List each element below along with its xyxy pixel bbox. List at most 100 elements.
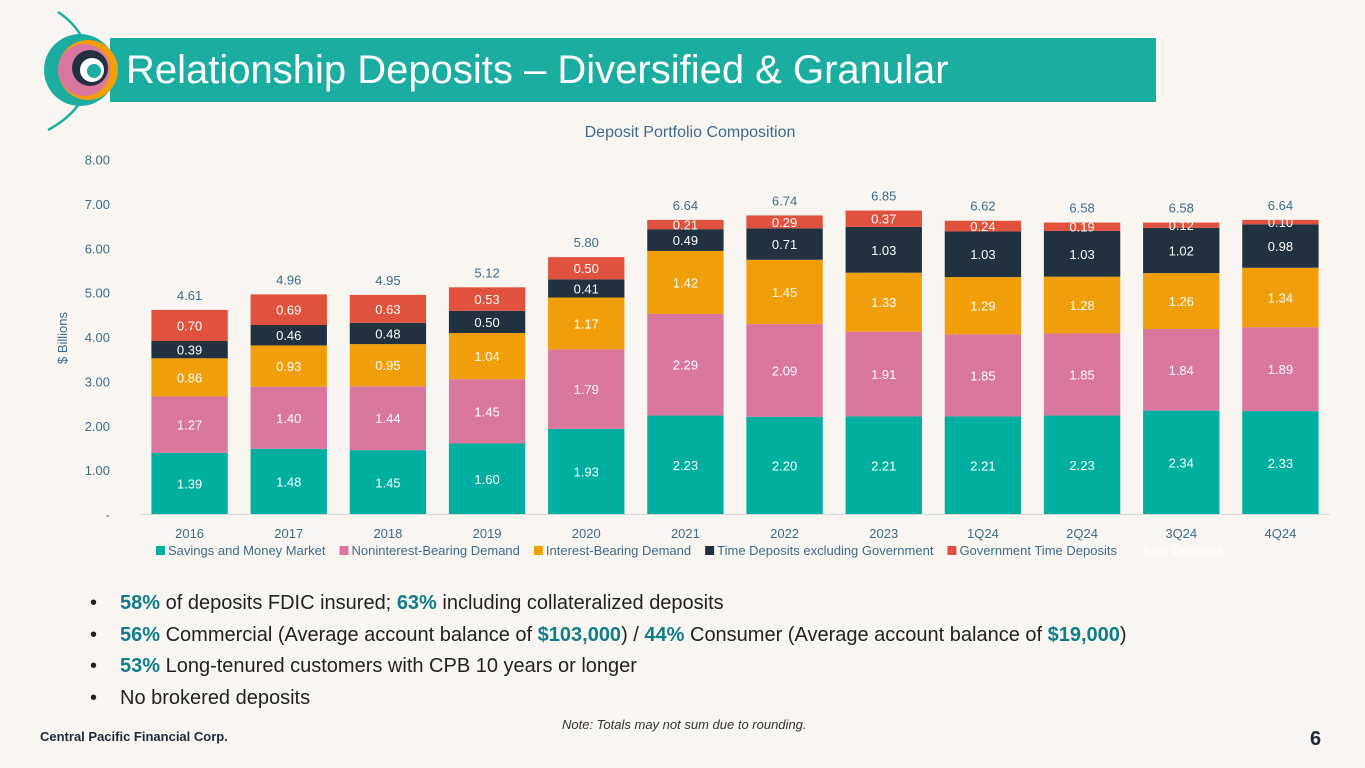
bullet-dot-icon: • <box>90 686 98 709</box>
highlight-text: 44% <box>644 623 685 646</box>
bullet-text: of deposits FDIC insured; <box>160 592 397 614</box>
bullet-item: • 53% Long-tenured customers with CPB 10 … <box>90 651 1290 683</box>
bar-stack: 2.21 1.85 1.29 1.03 0.24 6.62 <box>944 199 1022 515</box>
legend-label: Time Deposits excluding Government <box>717 543 934 558</box>
bar-segment <box>151 358 228 397</box>
bar-segment <box>944 231 1022 278</box>
bar-value-label: 0.41 <box>574 281 599 296</box>
bar-value-label: 0.50 <box>574 261 599 276</box>
legend-item[interactable]: Government Time Deposits <box>947 543 1117 558</box>
bar-stack: 2.23 1.85 1.28 1.03 0.19 6.58 <box>1043 201 1121 515</box>
bar-segment <box>250 448 327 515</box>
bar-segment <box>448 333 526 380</box>
bar-value-label: 1.33 <box>871 295 896 310</box>
bars: 1.39 1.27 0.86 0.39 0.70 4.61 1.48 1.40 0.93 0.46… <box>151 189 1319 515</box>
y-axis-ticks: - 1.00 2.00 3.00 4.00 5.00 6.00 7.00 8.00 <box>85 153 110 523</box>
bar-value-label: 0.95 <box>375 358 400 373</box>
bar-total-label: 6.62 <box>970 199 995 214</box>
x-tick-label: 3Q24 <box>1165 526 1197 541</box>
bar-total-label: 6.64 <box>673 198 698 213</box>
bar-value-label: 1.42 <box>673 275 698 290</box>
footnote: Note: Totals may not sum due to rounding… <box>562 717 807 732</box>
x-tick-label: 2019 <box>473 526 502 541</box>
bar-value-label: 0.10 <box>1268 215 1293 230</box>
y-tick-label: 7.00 <box>85 197 110 212</box>
bar-value-label: 1.45 <box>474 404 499 419</box>
bar-total-label: 4.96 <box>276 272 301 287</box>
legend-label: Government Time Deposits <box>959 543 1117 558</box>
bar-value-label: 0.29 <box>772 215 797 230</box>
bar-segment <box>1043 276 1121 334</box>
bar-value-label: 0.70 <box>177 318 202 333</box>
bar-segment <box>647 219 724 230</box>
x-tick-label: 2Q24 <box>1066 526 1098 541</box>
y-axis-label: $ Billions <box>55 311 70 364</box>
bar-segment <box>647 313 724 416</box>
title-band <box>110 38 1156 102</box>
x-tick-label: 4Q24 <box>1265 526 1297 541</box>
bar-value-label: 1.79 <box>574 382 599 397</box>
x-tick-label: 2023 <box>869 526 898 541</box>
company-logo-icon <box>44 10 118 132</box>
bullet-item: • 58% of deposits FDIC insured; 63% inclu… <box>90 588 1290 620</box>
bar-value-label: 2.33 <box>1268 456 1293 471</box>
legend-label: Savings and Money Market <box>168 543 326 558</box>
deposit-portfolio-chart: Deposit Portfolio Composition $ Billions… <box>55 124 1330 558</box>
legend-swatch <box>156 546 165 555</box>
bar-segment <box>250 386 327 449</box>
bullet-text: Consumer (Average account balance of <box>684 623 1048 646</box>
bar-stack: 1.93 1.79 1.17 0.41 0.50 5.80 <box>548 235 625 515</box>
bar-value-label: 1.84 <box>1169 363 1194 378</box>
bar-stack: 2.20 2.09 1.45 0.71 0.29 6.74 <box>746 193 823 515</box>
legend[interactable]: Savings and Money Market Noninterest-Bear… <box>156 543 1223 558</box>
bar-total-label: 6.64 <box>1268 198 1293 213</box>
bullet-text: ) <box>1119 623 1127 646</box>
bar-total-label: 5.12 <box>474 265 499 280</box>
bar-value-label: 0.50 <box>474 315 499 330</box>
bar-value-label: 2.29 <box>673 358 698 373</box>
bar-value-label: 1.27 <box>177 418 202 433</box>
bar-segment <box>151 309 228 341</box>
page-number: 6 <box>1310 728 1322 750</box>
bar-segment <box>1043 230 1121 277</box>
bar-segment <box>1242 267 1319 328</box>
highlight-text: 53% <box>120 655 161 677</box>
x-tick-label: 2022 <box>770 526 799 541</box>
bar-value-label: 0.46 <box>276 328 301 343</box>
bar-value-label: 1.03 <box>871 243 896 258</box>
legend-item[interactable]: Interest-Bearing Demand <box>533 543 691 558</box>
bar-value-label: 0.37 <box>871 212 896 227</box>
legend-swatch <box>533 546 543 555</box>
bar-value-label: 2.20 <box>772 459 797 474</box>
bar-segment <box>448 287 526 311</box>
bar-value-label: 1.26 <box>1169 294 1194 309</box>
bar-stack: 2.23 2.29 1.42 0.490.21 6.64 <box>647 198 724 515</box>
bar-segment <box>548 279 625 298</box>
bar-segment <box>151 396 228 453</box>
bar-value-label: 1.85 <box>970 368 995 383</box>
legend-item[interactable]: Savings and Money Market <box>156 543 326 558</box>
y-tick-label: 6.00 <box>85 241 110 256</box>
x-tick-label: 2021 <box>671 526 700 541</box>
x-axis-ticks: 2016 2017 2018 2019 2020 2021 2022 2023 1Q24 2Q24… <box>175 526 1296 541</box>
bar-segment <box>944 334 1022 417</box>
bar-value-label: 2.21 <box>970 458 995 473</box>
bar-value-label: 1.28 <box>1069 298 1094 313</box>
y-tick-label: 1.00 <box>85 463 110 478</box>
bullet-text: Commercial (Average account balance of <box>160 623 538 646</box>
legend-item[interactable]: Time Deposits excluding Government <box>705 543 934 558</box>
highlight-text: $103,000 <box>537 623 622 646</box>
bar-segment <box>845 331 922 417</box>
bar-value-label: 2.21 <box>871 458 896 473</box>
legend-label: Interest-Bearing Demand <box>546 543 691 558</box>
bar-segment <box>1242 219 1319 225</box>
chart-title: Deposit Portfolio Composition <box>585 124 796 141</box>
legend-label-total-deposits: Total Deposits <box>1141 543 1223 558</box>
bar-segment <box>1043 333 1121 416</box>
bar-value-label: 0.53 <box>474 292 499 307</box>
bar-segment <box>944 277 1022 335</box>
legend-item[interactable]: Noninterest-Bearing Demand <box>339 543 520 558</box>
bar-segment <box>845 416 922 515</box>
bar-segment <box>1143 222 1220 228</box>
bar-stack: 1.48 1.40 0.93 0.46 0.69 4.96 <box>250 272 327 515</box>
